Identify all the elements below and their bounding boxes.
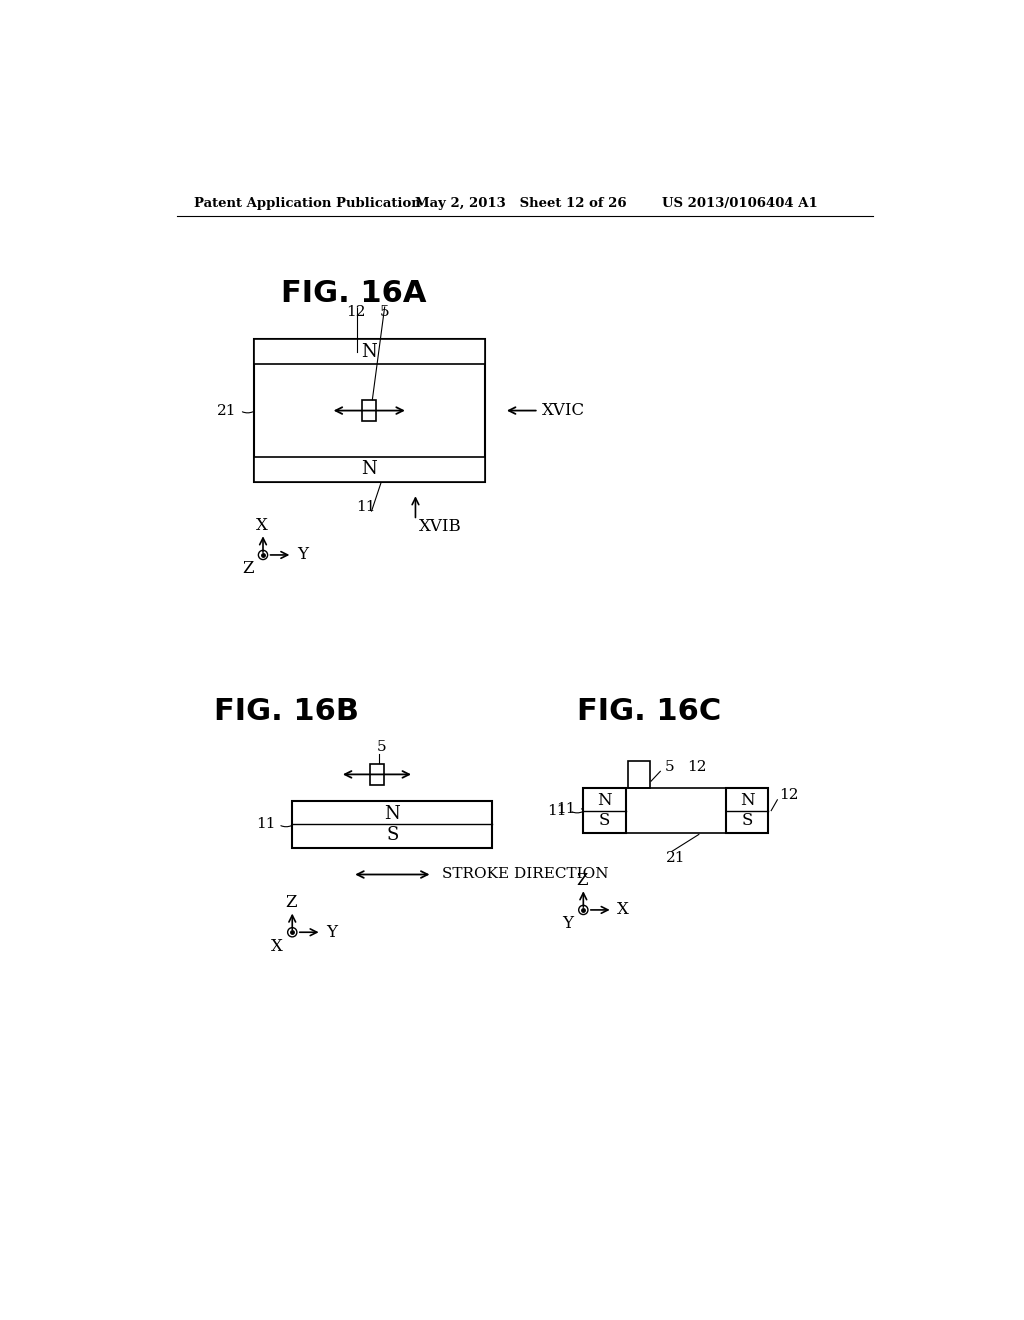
Bar	[254, 457, 484, 482]
Text: 11: 11	[256, 817, 275, 832]
Text: X: X	[271, 937, 283, 954]
Text: Z: Z	[242, 560, 253, 577]
Text: N: N	[739, 792, 755, 809]
Text: 21: 21	[217, 404, 237, 417]
Text: N: N	[597, 792, 611, 809]
Text: Z: Z	[577, 873, 588, 890]
Text: 5: 5	[377, 741, 386, 755]
Text: Y: Y	[326, 924, 337, 941]
Text: X: X	[617, 902, 629, 919]
Bar	[370, 763, 384, 785]
Text: FIG. 16A: FIG. 16A	[281, 279, 426, 308]
Bar	[254, 339, 484, 482]
Text: XVIC: XVIC	[542, 403, 585, 418]
Text: 5: 5	[380, 305, 389, 319]
Text: S: S	[741, 812, 753, 829]
Text: X: X	[256, 517, 267, 535]
Text: 11: 11	[556, 803, 575, 816]
Text: N: N	[361, 461, 377, 478]
Text: Z: Z	[285, 895, 297, 912]
Text: N: N	[384, 805, 400, 824]
Text: 5: 5	[665, 760, 675, 774]
Text: Y: Y	[562, 915, 573, 932]
Text: 12: 12	[346, 305, 366, 319]
Bar	[584, 788, 626, 833]
Text: 12: 12	[687, 760, 707, 774]
Bar	[628, 760, 649, 788]
Bar	[254, 339, 484, 364]
Text: S: S	[386, 825, 398, 843]
Text: May 2, 2013   Sheet 12 of 26: May 2, 2013 Sheet 12 of 26	[416, 197, 627, 210]
Text: Patent Application Publication: Patent Application Publication	[194, 197, 421, 210]
Text: S: S	[599, 812, 610, 829]
Text: 12: 12	[779, 788, 799, 803]
Text: 21: 21	[666, 850, 685, 865]
Text: N: N	[361, 343, 377, 360]
Bar	[362, 400, 376, 421]
Text: FIG. 16B: FIG. 16B	[214, 697, 358, 726]
Bar	[726, 788, 768, 833]
Text: US 2013/0106404 A1: US 2013/0106404 A1	[662, 197, 817, 210]
Text: STROKE DIRECTION: STROKE DIRECTION	[441, 867, 608, 882]
Text: Y: Y	[297, 546, 308, 564]
Text: 11: 11	[547, 804, 566, 817]
Text: XVIB: XVIB	[419, 517, 462, 535]
Text: FIG. 16C: FIG. 16C	[578, 697, 722, 726]
Bar	[292, 801, 493, 847]
Text: 11: 11	[355, 500, 375, 515]
